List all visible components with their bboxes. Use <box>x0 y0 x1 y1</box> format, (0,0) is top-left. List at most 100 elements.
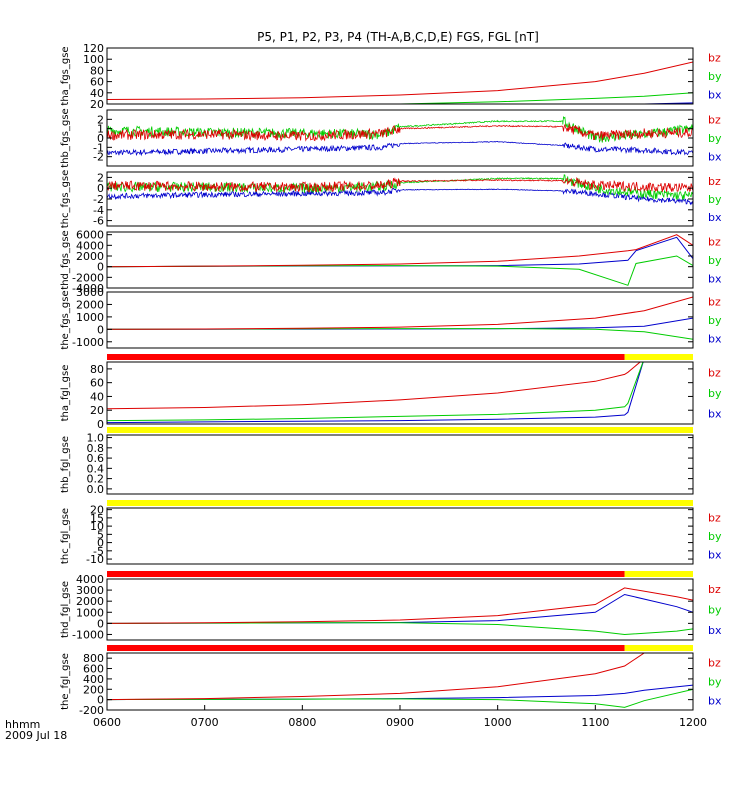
series-bz <box>107 234 693 268</box>
legend-bz: bz <box>708 51 721 64</box>
y-axis-label: thc_fgl_gse <box>60 508 71 564</box>
flag-bar-yellow <box>624 354 693 360</box>
series-bx <box>107 187 693 206</box>
legend-bz: bz <box>708 295 721 308</box>
legend-bz: bz <box>708 235 721 248</box>
series-bx <box>107 362 644 424</box>
series-bx <box>107 317 693 330</box>
y-tick-label: 4000 <box>76 573 104 586</box>
panel-thb_fgl_gse: 0.00.20.40.60.81.0 thb_fgl_gse <box>60 427 694 496</box>
series-by <box>107 328 693 340</box>
y-tick-label: 2000 <box>76 298 104 311</box>
panel-frame <box>106 507 694 565</box>
y-tick-label: -2 <box>93 193 104 206</box>
series-by <box>355 92 693 104</box>
y-tick-label: 120 <box>83 42 104 55</box>
y-tick-label: -1000 <box>72 336 104 349</box>
figure-title: P5, P1, P2, P3, P4 (TH-A,B,C,D,E) FGS, F… <box>257 30 539 44</box>
y-axis-label: the_fgs_gse <box>60 290 71 349</box>
legend-by: by <box>708 132 722 145</box>
y-tick-label: 2 <box>97 113 104 126</box>
flag-bar-red <box>107 645 625 651</box>
legend-by: by <box>708 193 722 206</box>
panel-frame <box>106 231 694 289</box>
x-tick-label: 0700 <box>191 716 219 729</box>
series-by <box>107 688 693 708</box>
legend-bz: bz <box>708 657 721 670</box>
y-tick-label: 4000 <box>76 239 104 252</box>
series-by <box>107 622 693 636</box>
legend-bz: bz <box>708 583 721 596</box>
series-group <box>107 234 693 286</box>
series-group <box>107 61 693 104</box>
series-bx <box>107 684 693 701</box>
y-tick-label: 0.8 <box>87 442 105 455</box>
y-tick-label: -2 <box>93 151 104 164</box>
y-tick-label: 0 <box>97 182 104 195</box>
y-tick-label: 1000 <box>76 606 104 619</box>
series-bz <box>107 296 693 330</box>
legend-bx: bx <box>708 151 722 164</box>
series-group <box>107 587 693 636</box>
y-tick-label: -4000 <box>72 282 104 295</box>
flag-bar-yellow <box>624 571 693 577</box>
y-tick-label: 1 <box>97 123 104 136</box>
y-tick-label: 2000 <box>76 595 104 608</box>
legend-bx: bx <box>708 89 722 102</box>
legend-by: by <box>708 604 722 617</box>
flag-bar-yellow <box>624 645 693 651</box>
series-group <box>107 115 693 157</box>
y-tick-label: -200 <box>79 704 104 717</box>
date-label: 2009 Jul 18 <box>5 729 67 742</box>
y-tick-label: 1.0 <box>87 432 105 445</box>
y-tick-label: 15 <box>90 512 104 525</box>
y-tick-label: 3000 <box>76 286 104 299</box>
y-axis-label: tha_fgs_gse <box>60 46 71 105</box>
y-tick-label: 0 <box>97 694 104 707</box>
y-tick-label: 3000 <box>76 584 104 597</box>
flag-bar-yellow <box>107 500 693 506</box>
legend-bz: bz <box>708 511 721 524</box>
y-axis-label: thd_fgs_gse <box>60 230 71 289</box>
legend-by: by <box>708 70 722 83</box>
series-group <box>107 653 693 708</box>
y-axis-label: thd_fgl_gse <box>60 581 71 638</box>
y-tick-label: -1 <box>93 141 104 154</box>
y-tick-label: -1000 <box>72 628 104 641</box>
series-by <box>107 362 644 422</box>
y-tick-label: 0.6 <box>87 452 105 465</box>
y-tick-label: 200 <box>83 683 104 696</box>
x-tick-label: 1100 <box>581 716 609 729</box>
series-group <box>107 362 644 424</box>
series-bz <box>107 123 693 142</box>
series-group <box>107 296 693 340</box>
y-tick-label: 6000 <box>76 229 104 242</box>
panel-frame <box>106 578 694 641</box>
y-tick-label: 40 <box>90 87 104 100</box>
legend-bz: bz <box>708 366 721 379</box>
y-tick-label: 2000 <box>76 250 104 263</box>
legend-bx: bx <box>708 333 722 346</box>
legend-bx: bx <box>708 408 722 421</box>
panel-frame <box>106 291 694 349</box>
y-tick-label: -10 <box>86 553 104 566</box>
y-tick-label: 20 <box>90 504 104 517</box>
series-by <box>107 255 693 286</box>
legend-by: by <box>708 314 722 327</box>
y-axis-label: tha_fgl_gse <box>60 365 71 422</box>
legend-bx: bx <box>708 624 722 637</box>
y-axis-label: thc_fgs_gse <box>60 170 71 229</box>
legend-bz: bz <box>708 175 721 188</box>
series-bz <box>107 176 693 193</box>
y-tick-label: 10 <box>90 520 104 533</box>
y-tick-label: 0.0 <box>87 483 105 496</box>
